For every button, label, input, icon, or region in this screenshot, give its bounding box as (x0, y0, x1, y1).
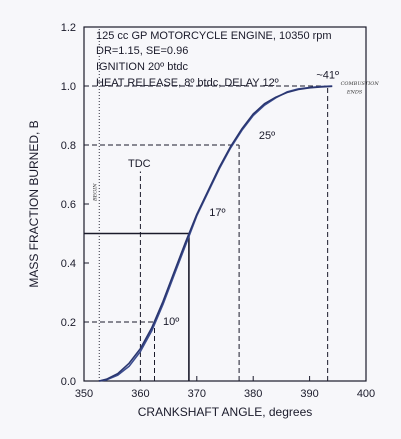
x-tick-label: 360 (131, 388, 149, 400)
handwritten-note: COMBUSTION (341, 81, 380, 87)
annotation-label: 10º (163, 316, 179, 328)
handwritten-note: ENDS (346, 89, 363, 95)
y-tick-label: 1.2 (61, 22, 76, 34)
title-line-4: HEAT RELEASE, 8º btdc, DELAY 12º (96, 77, 279, 89)
ticks: 350 360 370 380 390 400 0.0 0.2 0.4 0.6 0.8 1.0 1.2 (61, 22, 375, 400)
y-tick-label: 0.0 (61, 376, 76, 388)
annotation-label: 17º (209, 207, 225, 219)
x-tick-label: 380 (244, 388, 262, 400)
series-line-2 (99, 85, 333, 382)
y-tick-label: 1.0 (61, 81, 76, 93)
series-group (99, 85, 333, 382)
y-tick-label: 0.6 (61, 199, 76, 211)
x-tick-label: 390 (300, 388, 318, 400)
handwritten-note: BEGIN (92, 183, 98, 202)
x-tick-label: 370 (188, 388, 206, 400)
y-axis-title: MASS FRACTION BURNED, B (27, 120, 41, 287)
title-line-2: DR=1.15, SE=0.96 (96, 45, 188, 57)
title-line-1: 125 cc GP MOTORCYCLE ENGINE, 10350 rpm (96, 30, 332, 42)
title-line-3: IGNITION 20º btdc (96, 61, 189, 73)
y-tick-label: 0.2 (61, 317, 76, 329)
reference-lines (84, 27, 329, 381)
annotation-label: ~41º (316, 70, 339, 82)
y-tick-label: 0.4 (61, 258, 76, 270)
x-tick-label: 350 (75, 388, 93, 400)
y-tick-label: 0.8 (61, 140, 76, 152)
x-tick-label: 400 (357, 388, 375, 400)
x-axis-title: CRANKSHAFT ANGLE, degrees (138, 405, 313, 419)
annotation-label: TDC (128, 158, 151, 170)
annotation-label: 25º (259, 130, 275, 142)
